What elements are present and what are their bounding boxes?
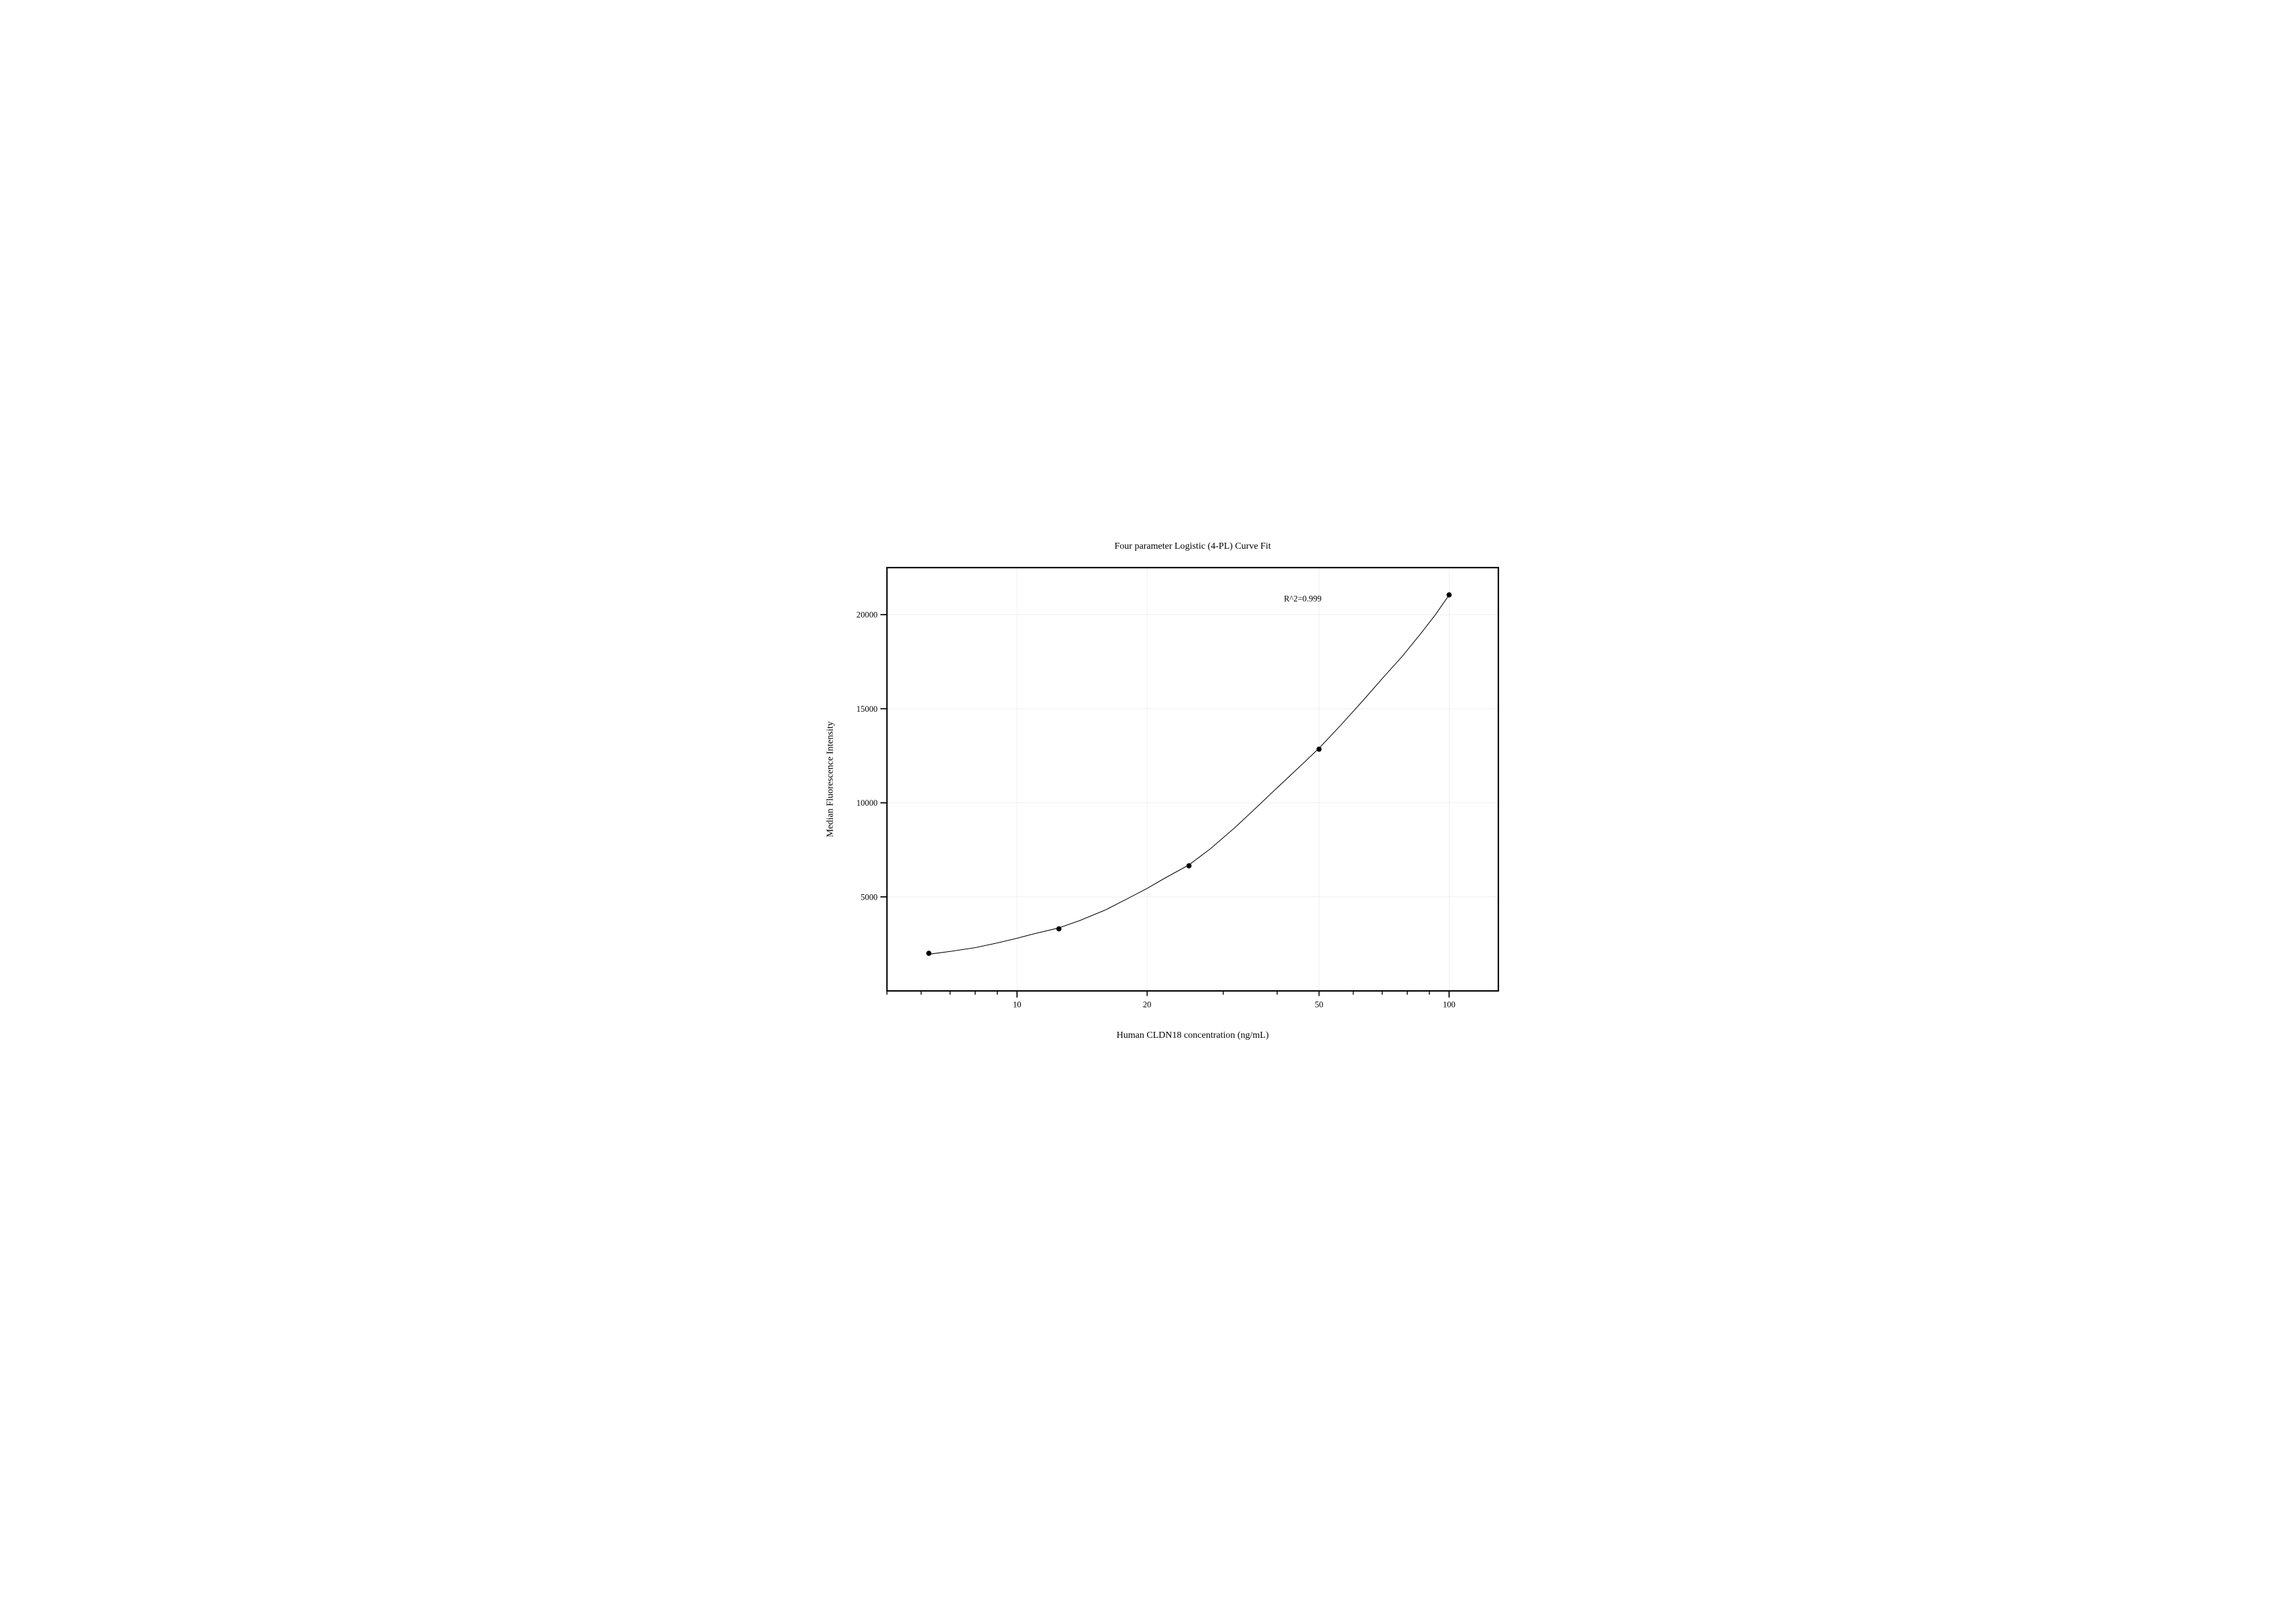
y-tick-label: 20000 [856, 610, 877, 620]
x-tick-label: 10 [1012, 1000, 1021, 1010]
chart-svg: 10 20 50 100 5000 10000 15000 20000 Four paramet… [746, 521, 1551, 1083]
data-point [926, 951, 931, 957]
y-tick-label: 5000 [861, 893, 877, 902]
x-tick-label: 20 [1142, 1000, 1151, 1010]
data-point [1056, 926, 1061, 932]
r-squared-annotation: R^2=0.999 [1284, 594, 1321, 604]
data-point [1186, 863, 1191, 869]
x-axis-label: Human CLDN18 concentration (ng/mL) [1116, 1031, 1268, 1041]
y-tick-label: 10000 [856, 798, 877, 808]
x-tick-label: 100 [1442, 1000, 1455, 1010]
chart-title: Four parameter Logistic (4-PL) Curve Fit [1114, 541, 1270, 551]
chart-container: 10 20 50 100 5000 10000 15000 20000 Four paramet… [746, 521, 1551, 1083]
data-point [1316, 747, 1321, 752]
y-tick-label: 15000 [856, 704, 877, 714]
y-axis-label: Median Fluorescence Intensity [825, 722, 835, 838]
data-point [1446, 592, 1452, 598]
x-tick-label: 50 [1315, 1000, 1323, 1010]
